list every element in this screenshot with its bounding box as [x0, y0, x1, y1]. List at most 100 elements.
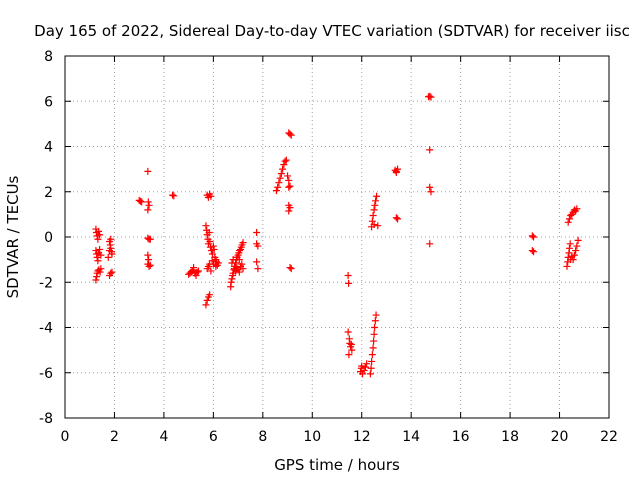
data-point [570, 251, 578, 259]
data-point [287, 131, 295, 139]
data-point [426, 240, 434, 248]
data-point [239, 265, 247, 273]
data-point [426, 146, 434, 154]
data-point [138, 198, 146, 206]
y-tick-label: 8 [44, 49, 53, 65]
data-point [368, 357, 376, 365]
data-point [394, 165, 402, 173]
data-point [286, 204, 294, 212]
data-point [285, 207, 293, 215]
data-point [363, 360, 371, 368]
x-tick-label: 4 [159, 429, 168, 445]
data-point [107, 235, 115, 243]
data-point [207, 267, 215, 275]
data-point [565, 244, 573, 252]
data-point [345, 351, 353, 359]
data-point [286, 182, 294, 190]
data-point [372, 197, 380, 205]
data-point [93, 253, 101, 261]
data-point [254, 242, 262, 250]
data-point [235, 268, 243, 276]
data-point [106, 247, 114, 255]
data-point [210, 245, 218, 253]
data-point [190, 264, 198, 272]
grid [65, 56, 609, 418]
data-point [95, 227, 103, 235]
data-point [574, 236, 582, 244]
data-point [528, 232, 536, 240]
data-point [564, 218, 572, 226]
data-point [371, 317, 379, 325]
data-point [144, 198, 152, 206]
data-point [104, 253, 112, 261]
y-axis-label: SDTVAR / TECUs [4, 175, 22, 298]
data-point [394, 215, 402, 223]
data-point [107, 269, 115, 277]
data-point [286, 130, 294, 138]
data-point [96, 231, 104, 239]
data-point [346, 339, 354, 347]
data-point [285, 176, 293, 184]
data-point [144, 251, 152, 259]
data-point [254, 265, 262, 273]
data-point [572, 247, 580, 255]
y-tick-label: 6 [44, 94, 53, 110]
x-tick-label: 18 [501, 429, 519, 445]
y-tick-label: 2 [44, 185, 53, 201]
data-point [145, 201, 153, 209]
data-point [202, 222, 210, 230]
data-point [366, 370, 374, 378]
data-point [569, 256, 577, 264]
x-tick-label: 8 [258, 429, 267, 445]
x-tick-label: 2 [110, 429, 119, 445]
data-point [370, 330, 378, 338]
tick-labels: 0 2 4 6 8 10 12 14 16 18 20 22 -8 -6 -4 -2 0 2 4 6 8 [39, 49, 618, 445]
data-point [371, 324, 379, 331]
data-point [253, 228, 261, 236]
data-point [206, 291, 214, 299]
x-tick-label: 0 [61, 429, 70, 445]
data-point [272, 187, 280, 195]
data-point [373, 192, 381, 200]
data-point [146, 261, 154, 269]
data-point [274, 183, 282, 191]
data-point [361, 363, 369, 371]
data-point [280, 161, 288, 169]
data-point [563, 262, 571, 270]
x-tick-label: 22 [600, 429, 618, 445]
data-point [528, 247, 536, 255]
data-point [372, 311, 380, 319]
y-tick-label: -2 [39, 275, 53, 291]
x-tick-label: 14 [402, 429, 420, 445]
data-point [344, 328, 352, 336]
data-point [573, 242, 581, 250]
x-axis-label: GPS time / hours [274, 456, 400, 474]
data-point [235, 256, 243, 264]
data-point [275, 179, 283, 187]
plot-frame [64, 55, 610, 419]
data-point [427, 188, 435, 196]
x-tick-label: 12 [353, 429, 371, 445]
data-point [96, 268, 104, 276]
data-point [286, 264, 294, 272]
data-point [368, 217, 376, 225]
data-point [367, 364, 375, 372]
data-point [108, 268, 116, 276]
data-point [530, 233, 538, 241]
y-tick-label: -8 [39, 411, 53, 427]
data-point [276, 174, 284, 182]
data-point [192, 271, 200, 279]
data-point [426, 92, 434, 100]
data-point [371, 201, 379, 209]
data-point [96, 245, 104, 253]
data-point [565, 215, 573, 223]
y-tick-label: 0 [44, 230, 53, 246]
data-point [345, 279, 353, 287]
data-point [369, 212, 377, 220]
data-point [530, 248, 538, 256]
x-tick-label: 10 [303, 429, 321, 445]
data-point [285, 183, 293, 191]
x-tick-label: 16 [452, 429, 470, 445]
data-point [228, 259, 236, 267]
